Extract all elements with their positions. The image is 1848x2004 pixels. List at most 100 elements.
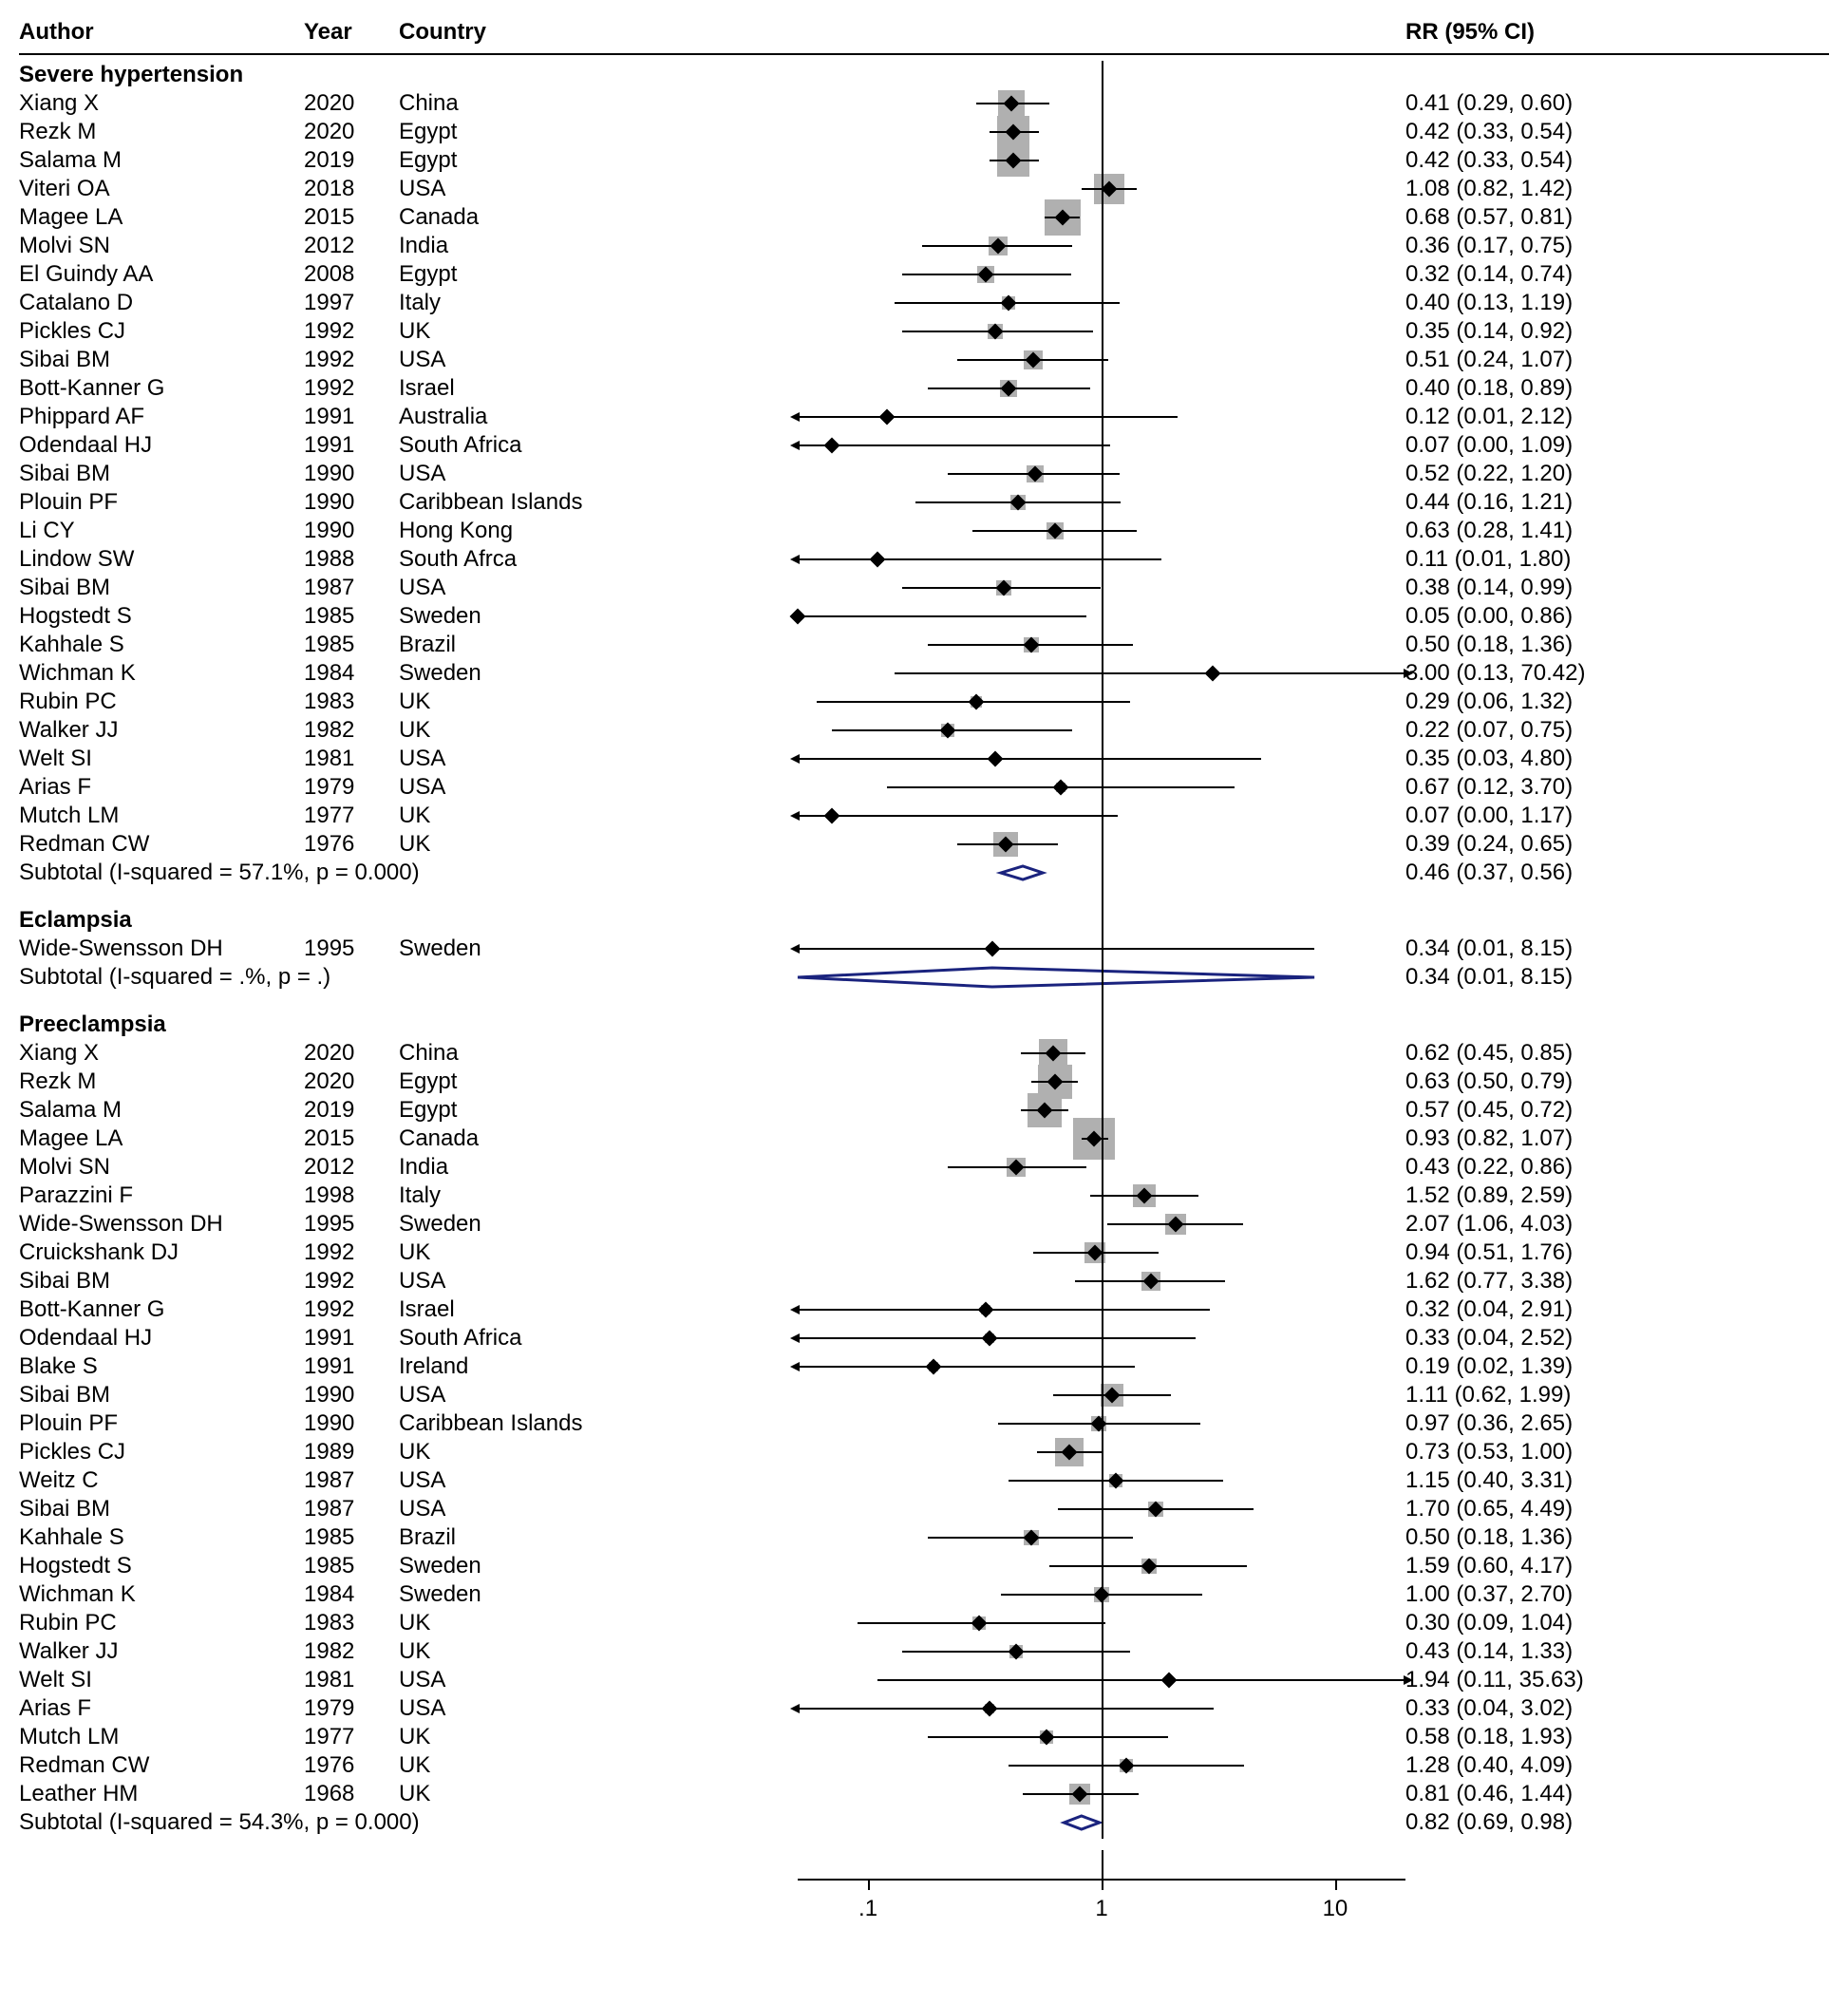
country-cell: USA: [399, 1667, 798, 1693]
author-cell: Blake S: [19, 1353, 304, 1380]
effect-cell: 0.43 (0.14, 1.33): [1405, 1638, 1804, 1665]
author-cell: Plouin PF: [19, 489, 304, 516]
ci-line: [798, 444, 1110, 446]
effect-cell: 0.33 (0.04, 3.02): [1405, 1695, 1804, 1722]
year-cell: 1992: [304, 1239, 399, 1266]
author-cell: Lindow SW: [19, 546, 304, 573]
country-cell: Egypt: [399, 119, 798, 145]
group-title-text: Preeclampsia: [19, 1011, 798, 1038]
country-cell: Sweden: [399, 936, 798, 962]
axis-tick-label: .1: [858, 1896, 877, 1922]
study-row: Rezk M2020Egypt0.63 (0.50, 0.79): [19, 1068, 1829, 1096]
year-cell: 1979: [304, 774, 399, 801]
year-cell: 2008: [304, 261, 399, 288]
study-row: Salama M2019Egypt0.57 (0.45, 0.72): [19, 1096, 1829, 1125]
author-cell: Pickles CJ: [19, 1439, 304, 1465]
axis-tick: [1102, 1879, 1103, 1890]
study-row: Xiang X2020China0.41 (0.29, 0.60): [19, 89, 1829, 118]
axis-tick-label: 1: [1095, 1896, 1107, 1922]
author-cell: El Guindy AA: [19, 261, 304, 288]
effect-cell: 0.67 (0.12, 3.70): [1405, 774, 1804, 801]
country-cell: USA: [399, 1268, 798, 1295]
group-title: Eclampsia: [19, 906, 1829, 935]
author-cell: Rubin PC: [19, 1610, 304, 1636]
year-cell: 1977: [304, 1724, 399, 1750]
country-cell: Canada: [399, 1125, 798, 1152]
study-row: Wichman K1984Sweden3.00 (0.13, 70.42): [19, 659, 1829, 688]
study-row: Mutch LM1977UK0.58 (0.18, 1.93): [19, 1723, 1829, 1751]
author-cell: Molvi SN: [19, 1154, 304, 1181]
effect-cell: 1.00 (0.37, 2.70): [1405, 1581, 1804, 1608]
ci-line: [895, 672, 1405, 674]
group-title-text: Eclampsia: [19, 907, 798, 934]
country-cell: Italy: [399, 290, 798, 316]
study-row: Sibai BM1987USA0.38 (0.14, 0.99): [19, 574, 1829, 602]
country-cell: Egypt: [399, 147, 798, 174]
country-cell: UK: [399, 1610, 798, 1636]
study-row: Lindow SW1988South Afrca0.11 (0.01, 1.80…: [19, 545, 1829, 574]
year-cell: 2015: [304, 1125, 399, 1152]
country-cell: Ireland: [399, 1353, 798, 1380]
year-cell: 1985: [304, 1553, 399, 1579]
author-cell: Welt SI: [19, 1667, 304, 1693]
year-cell: 1988: [304, 546, 399, 573]
study-row: Rubin PC1983UK0.30 (0.09, 1.04): [19, 1609, 1829, 1637]
study-row: Weitz C1987USA1.15 (0.40, 3.31): [19, 1466, 1829, 1495]
header-country: Country: [399, 19, 798, 46]
country-cell: USA: [399, 746, 798, 772]
study-row: Cruickshank DJ1992UK0.94 (0.51, 1.76): [19, 1238, 1829, 1267]
year-cell: 1990: [304, 1382, 399, 1408]
country-cell: USA: [399, 774, 798, 801]
year-cell: 1990: [304, 1410, 399, 1437]
country-cell: UK: [399, 1239, 798, 1266]
year-cell: 1992: [304, 1268, 399, 1295]
year-cell: 1991: [304, 1353, 399, 1380]
country-cell: UK: [399, 831, 798, 858]
effect-cell: 0.73 (0.53, 1.00): [1405, 1439, 1804, 1465]
ci-line: [798, 1708, 1214, 1710]
country-cell: UK: [399, 1781, 798, 1807]
country-cell: South Africa: [399, 432, 798, 459]
year-cell: 1976: [304, 831, 399, 858]
year-cell: 1982: [304, 1638, 399, 1665]
reference-line: [1102, 61, 1103, 1839]
year-cell: 1979: [304, 1695, 399, 1722]
country-cell: Sweden: [399, 1553, 798, 1579]
study-row: Odendaal HJ1991South Africa0.07 (0.00, 1…: [19, 431, 1829, 460]
year-cell: 1981: [304, 1667, 399, 1693]
effect-cell: 0.42 (0.33, 0.54): [1405, 119, 1804, 145]
axis-tick: [868, 1879, 870, 1890]
country-cell: Israel: [399, 1296, 798, 1323]
effect-cell: 0.40 (0.13, 1.19): [1405, 290, 1804, 316]
subtotal-row: Subtotal (I-squared = .%, p = .) 0.34 (0.…: [19, 963, 1829, 992]
effect-cell: 0.50 (0.18, 1.36): [1405, 632, 1804, 658]
author-cell: Wide-Swensson DH: [19, 936, 304, 962]
year-cell: 1992: [304, 347, 399, 373]
year-cell: 1991: [304, 404, 399, 430]
ci-arrow-left: [790, 811, 800, 821]
country-cell: USA: [399, 347, 798, 373]
study-row: Welt SI1981USA1.94 (0.11, 35.63): [19, 1666, 1829, 1694]
author-cell: Salama M: [19, 1097, 304, 1124]
year-cell: 1991: [304, 1325, 399, 1352]
author-cell: Xiang X: [19, 1040, 304, 1067]
year-cell: 1985: [304, 603, 399, 630]
axis-tick-label: 10: [1323, 1896, 1348, 1922]
subtotal-label: Subtotal (I-squared = .%, p = .): [19, 964, 798, 991]
country-cell: USA: [399, 176, 798, 202]
study-row: Xiang X2020China0.62 (0.45, 0.85): [19, 1039, 1829, 1068]
year-cell: 2019: [304, 1097, 399, 1124]
study-row: Rubin PC1983UK0.29 (0.06, 1.32): [19, 688, 1829, 716]
year-cell: 1998: [304, 1182, 399, 1209]
axis-tick: [1335, 1879, 1337, 1890]
study-row: Sibai BM1992USA1.62 (0.77, 3.38): [19, 1267, 1829, 1295]
study-row: Sibai BM1990USA0.52 (0.22, 1.20): [19, 460, 1829, 488]
subtotal-effect: 0.82 (0.69, 0.98): [1405, 1809, 1804, 1836]
subtotal-effect: 0.34 (0.01, 8.15): [1405, 964, 1804, 991]
author-cell: Molvi SN: [19, 233, 304, 259]
country-cell: Egypt: [399, 1068, 798, 1095]
country-cell: Egypt: [399, 261, 798, 288]
author-cell: Pickles CJ: [19, 318, 304, 345]
author-cell: Arias F: [19, 1695, 304, 1722]
country-cell: India: [399, 1154, 798, 1181]
